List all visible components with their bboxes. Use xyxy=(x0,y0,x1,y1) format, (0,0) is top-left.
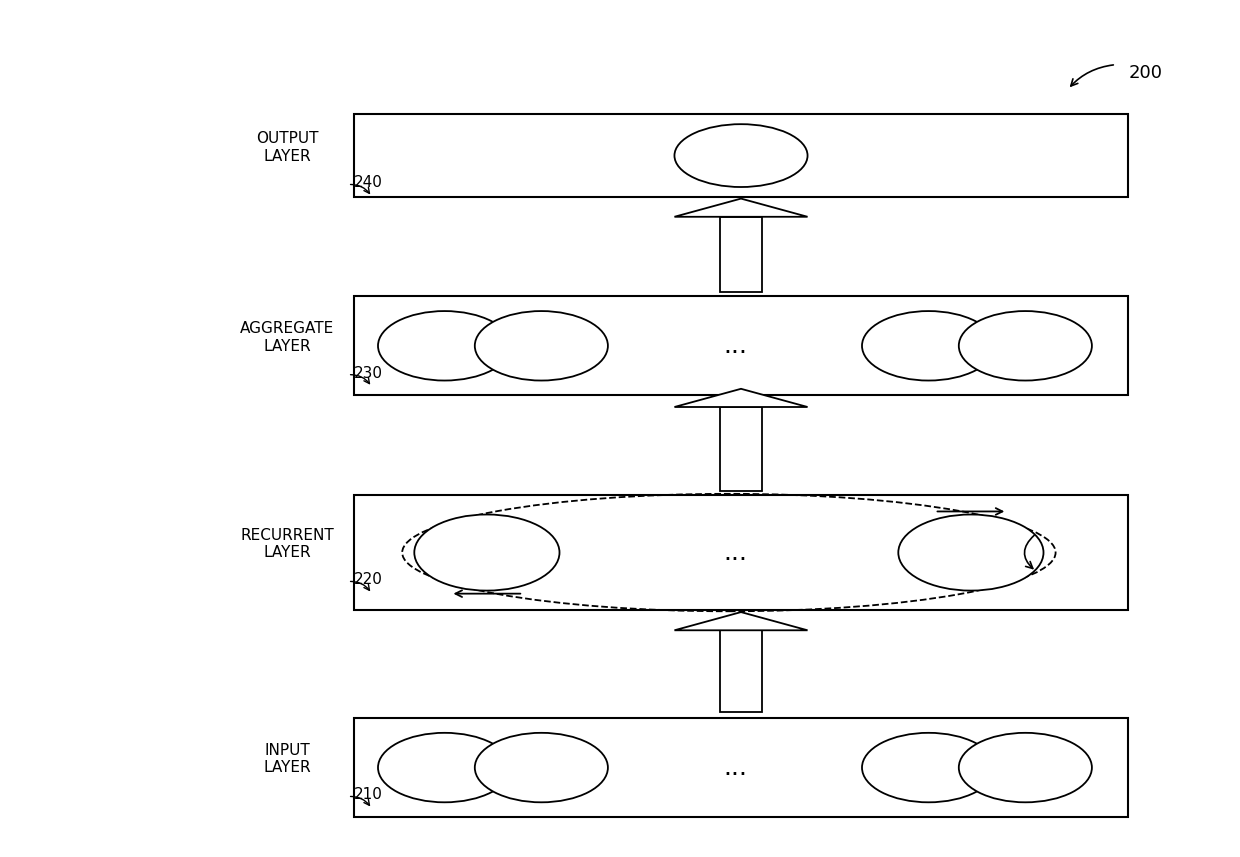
FancyBboxPatch shape xyxy=(353,297,1128,395)
Text: OUTPUT
LAYER: OUTPUT LAYER xyxy=(255,131,319,164)
Text: 200: 200 xyxy=(1128,64,1162,82)
FancyBboxPatch shape xyxy=(720,407,763,490)
Text: 220: 220 xyxy=(353,572,383,587)
Ellipse shape xyxy=(378,311,511,381)
Ellipse shape xyxy=(959,311,1092,381)
Ellipse shape xyxy=(862,311,994,381)
Text: INPUT
LAYER: INPUT LAYER xyxy=(263,743,311,776)
Text: ...: ... xyxy=(723,541,746,565)
Ellipse shape xyxy=(862,733,994,802)
Ellipse shape xyxy=(475,311,608,381)
Text: RECURRENT
LAYER: RECURRENT LAYER xyxy=(241,528,334,560)
Ellipse shape xyxy=(414,514,559,590)
Text: 210: 210 xyxy=(353,788,383,802)
Text: ...: ... xyxy=(723,756,746,780)
Ellipse shape xyxy=(675,124,807,187)
Text: 230: 230 xyxy=(353,366,383,381)
FancyBboxPatch shape xyxy=(720,630,763,712)
FancyBboxPatch shape xyxy=(353,494,1128,610)
Text: 240: 240 xyxy=(353,176,383,190)
FancyBboxPatch shape xyxy=(353,718,1128,818)
Ellipse shape xyxy=(898,514,1044,590)
Ellipse shape xyxy=(378,733,511,802)
Polygon shape xyxy=(675,612,807,630)
Polygon shape xyxy=(675,389,807,407)
FancyBboxPatch shape xyxy=(353,114,1128,197)
Text: ...: ... xyxy=(723,333,746,358)
Ellipse shape xyxy=(475,733,608,802)
Ellipse shape xyxy=(959,733,1092,802)
Polygon shape xyxy=(675,199,807,217)
Text: AGGREGATE
LAYER: AGGREGATE LAYER xyxy=(241,321,335,354)
FancyBboxPatch shape xyxy=(720,217,763,292)
